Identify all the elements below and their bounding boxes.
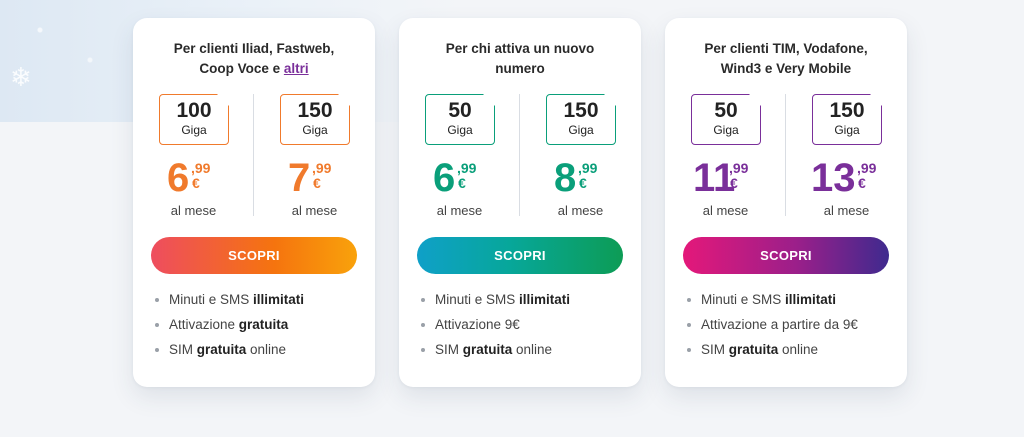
price-period: al mese bbox=[170, 203, 217, 218]
price-currency: € bbox=[730, 175, 738, 191]
price-integer: 6 bbox=[433, 156, 456, 200]
giga-unit: Giga bbox=[181, 123, 207, 137]
plan-divider bbox=[519, 94, 520, 216]
snowflake-icon: ❄ bbox=[10, 62, 32, 92]
price-period: al mese bbox=[291, 203, 338, 218]
altri-link[interactable]: altri bbox=[283, 61, 309, 76]
price-period: al mese bbox=[436, 203, 483, 218]
card-heading: Per chi attiva un nuovo numero bbox=[399, 39, 641, 79]
price-currency: € bbox=[458, 175, 466, 191]
card-heading-line: Per chi attiva un nuovo bbox=[445, 41, 595, 56]
card-heading-line: numero bbox=[495, 61, 545, 76]
price-decimals: ,99 bbox=[191, 160, 211, 176]
plan-option: 100 Giga 6 ,99 € al mese bbox=[133, 94, 254, 239]
card-heading: Per clienti TIM, Vodafone, Wind3 e Very … bbox=[665, 39, 907, 79]
feature-item: SIM gratuita online bbox=[421, 342, 570, 367]
feature-list: Minuti e SMS illimitati Attivazione 9€ S… bbox=[421, 292, 570, 367]
price: 8 ,99 € bbox=[520, 156, 641, 200]
feature-item: Attivazione a partire da 9€ bbox=[687, 317, 858, 342]
feature-item: Minuti e SMS illimitati bbox=[421, 292, 570, 317]
price: 11 ,99 € bbox=[665, 156, 786, 200]
card-heading-line: Per clienti TIM, Vodafone, bbox=[704, 41, 868, 56]
offer-card-iliad-fastweb: Per clienti Iliad, Fastweb, Coop Voce e … bbox=[133, 18, 375, 387]
price-integer: 13 bbox=[811, 156, 856, 200]
price-decimals: ,99 bbox=[457, 160, 477, 176]
price: 13 ,99 € bbox=[786, 156, 907, 200]
plan-group: 100 Giga 6 ,99 € al mese 150 Giga 7 bbox=[133, 94, 375, 239]
offer-card-new-number: Per chi attiva un nuovo numero 50 Giga 6… bbox=[399, 18, 641, 387]
plan-divider bbox=[253, 94, 254, 216]
sim-card-icon: 50 Giga bbox=[425, 94, 495, 145]
plan-divider bbox=[785, 94, 786, 216]
sim-card-icon: 150 Giga bbox=[546, 94, 616, 145]
plan-option: 150 Giga 7 ,99 € al mese bbox=[254, 94, 375, 239]
scopri-button[interactable]: SCOPRI bbox=[417, 237, 623, 274]
feature-list: Minuti e SMS illimitati Attivazione a pa… bbox=[687, 292, 858, 367]
giga-amount: 150 bbox=[563, 99, 599, 122]
price-period: al mese bbox=[557, 203, 604, 218]
feature-item: SIM gratuita online bbox=[687, 342, 858, 367]
sim-card-icon: 150 Giga bbox=[280, 94, 350, 145]
giga-unit: Giga bbox=[834, 123, 860, 137]
giga-amount: 100 bbox=[176, 99, 212, 122]
price-currency: € bbox=[579, 175, 587, 191]
scopri-button[interactable]: SCOPRI bbox=[151, 237, 357, 274]
plan-option: 150 Giga 8 ,99 € al mese bbox=[520, 94, 641, 239]
giga-amount: 150 bbox=[829, 99, 865, 122]
plan-option: 50 Giga 6 ,99 € al mese bbox=[399, 94, 520, 239]
scopri-button[interactable]: SCOPRI bbox=[683, 237, 889, 274]
price-currency: € bbox=[192, 175, 200, 191]
card-heading-line: Coop Voce e bbox=[199, 61, 284, 76]
price-currency: € bbox=[313, 175, 321, 191]
card-heading-line: Wind3 e Very Mobile bbox=[720, 61, 852, 76]
giga-amount: 150 bbox=[297, 99, 333, 122]
offer-card-tim-vodafone-wind3: Per clienti TIM, Vodafone, Wind3 e Very … bbox=[665, 18, 907, 387]
price-integer: 8 bbox=[554, 156, 577, 200]
sim-card-icon: 50 Giga bbox=[691, 94, 761, 145]
sim-card-icon: 150 Giga bbox=[812, 94, 882, 145]
feature-item: Attivazione gratuita bbox=[155, 317, 304, 342]
feature-item: Attivazione 9€ bbox=[421, 317, 570, 342]
price-integer: 11 bbox=[693, 156, 736, 200]
price-currency: € bbox=[858, 175, 866, 191]
price-decimals: ,99 bbox=[578, 160, 598, 176]
giga-unit: Giga bbox=[447, 123, 473, 137]
giga-unit: Giga bbox=[568, 123, 594, 137]
giga-amount: 50 bbox=[714, 99, 738, 122]
plan-option: 50 Giga 11 ,99 € al mese bbox=[665, 94, 786, 239]
price: 6 ,99 € bbox=[399, 156, 520, 200]
feature-item: Minuti e SMS illimitati bbox=[687, 292, 858, 317]
giga-unit: Giga bbox=[302, 123, 328, 137]
price: 7 ,99 € bbox=[254, 156, 375, 200]
feature-item: Minuti e SMS illimitati bbox=[155, 292, 304, 317]
card-heading-line: Per clienti Iliad, Fastweb, bbox=[173, 41, 335, 56]
price-decimals: ,99 bbox=[729, 160, 749, 176]
price: 6 ,99 € bbox=[133, 156, 254, 200]
giga-unit: Giga bbox=[713, 123, 739, 137]
feature-list: Minuti e SMS illimitati Attivazione grat… bbox=[155, 292, 304, 367]
price-integer: 6 bbox=[167, 156, 190, 200]
card-heading: Per clienti Iliad, Fastweb, Coop Voce e … bbox=[133, 39, 375, 79]
feature-item: SIM gratuita online bbox=[155, 342, 304, 367]
plan-group: 50 Giga 6 ,99 € al mese 150 Giga 8 , bbox=[399, 94, 641, 239]
plan-group: 50 Giga 11 ,99 € al mese 150 Giga 13 bbox=[665, 94, 907, 239]
price-decimals: ,99 bbox=[857, 160, 877, 176]
price-period: al mese bbox=[702, 203, 749, 218]
giga-amount: 50 bbox=[448, 99, 472, 122]
plan-option: 150 Giga 13 ,99 € al mese bbox=[786, 94, 907, 239]
price-integer: 7 bbox=[288, 156, 311, 200]
sim-card-icon: 100 Giga bbox=[159, 94, 229, 145]
price-decimals: ,99 bbox=[312, 160, 332, 176]
price-period: al mese bbox=[823, 203, 870, 218]
